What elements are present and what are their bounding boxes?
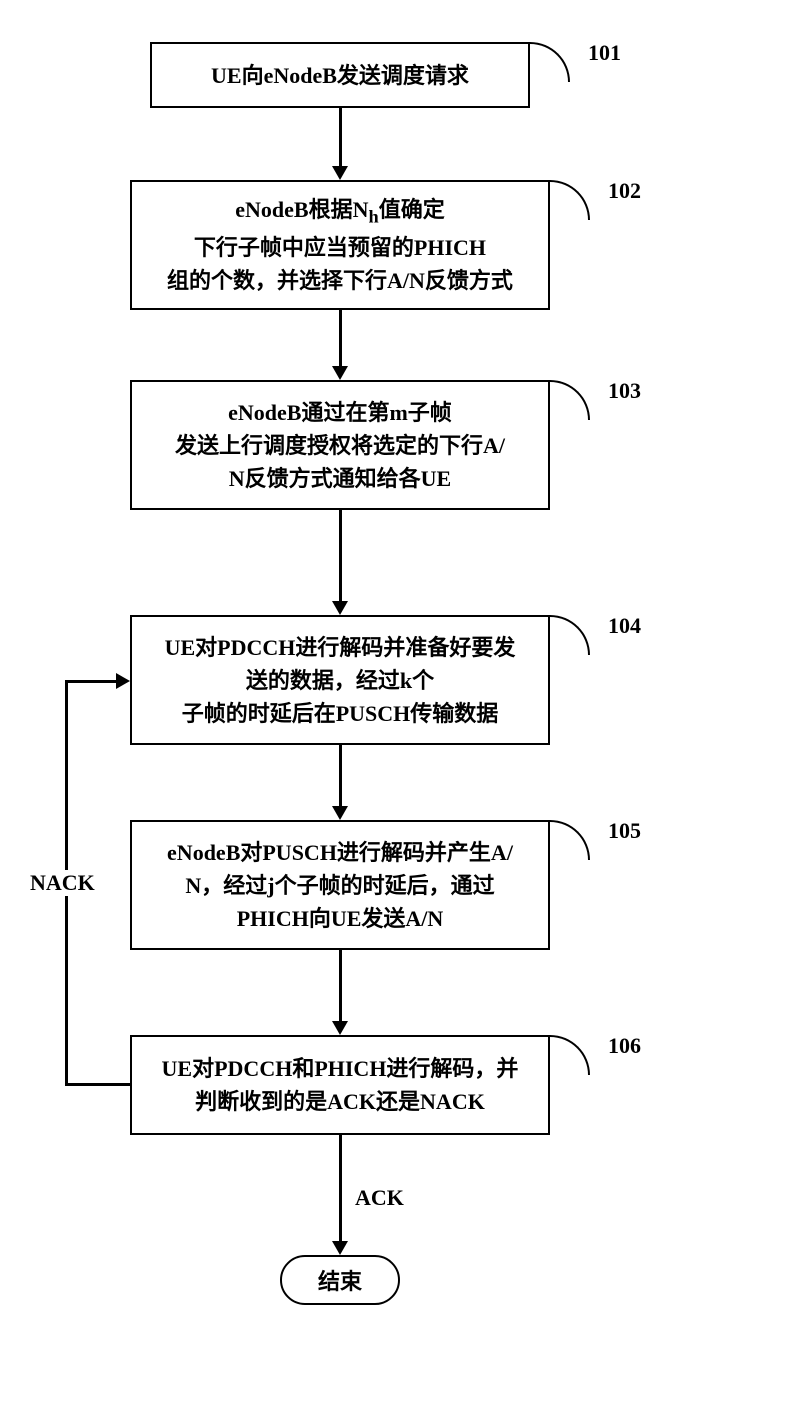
step-text: UE对PDCCH进行解码并准备好要发送的数据，经过k个子帧的时延后在PUSCH传… — [165, 631, 516, 730]
step-text: eNodeB通过在第m子帧发送上行调度授权将选定的下行A/N反馈方式通知给各UE — [175, 396, 505, 495]
label-connector — [530, 42, 570, 82]
label-connector — [550, 1035, 590, 1075]
arrow-line — [339, 510, 342, 601]
arrow-line — [339, 745, 342, 806]
loopback-line — [65, 680, 116, 683]
arrow-head-right — [116, 673, 130, 689]
step-label-103: 103 — [608, 378, 641, 404]
label-connector — [550, 820, 590, 860]
process-step-103: eNodeB通过在第m子帧发送上行调度授权将选定的下行A/N反馈方式通知给各UE — [130, 380, 550, 510]
arrow-head-down — [332, 1021, 348, 1035]
step-text: eNodeB对PUSCH进行解码并产生A/N，经过j个子帧的时延后，通过PHIC… — [167, 836, 513, 935]
step-label-104: 104 — [608, 613, 641, 639]
arrow-line — [339, 108, 342, 166]
arrow-head-down — [332, 366, 348, 380]
arrow-head-down — [332, 166, 348, 180]
terminator-end: 结束 — [280, 1255, 400, 1305]
terminator-text: 结束 — [318, 1264, 362, 1296]
arrow-line — [339, 950, 342, 1021]
arrow-head-down — [332, 806, 348, 820]
step-text: UE对PDCCH和PHICH进行解码，并判断收到的是ACK还是NACK — [162, 1052, 519, 1118]
arrow-line — [339, 1135, 342, 1241]
process-step-106: UE对PDCCH和PHICH进行解码，并判断收到的是ACK还是NACK — [130, 1035, 550, 1135]
step-text: eNodeB根据Nh值确定下行子帧中应当预留的PHICH组的个数，并选择下行A/… — [167, 193, 513, 297]
step-label-105: 105 — [608, 818, 641, 844]
step-text: UE向eNodeB发送调度请求 — [211, 59, 469, 92]
label-connector — [550, 180, 590, 220]
process-step-101: UE向eNodeB发送调度请求 — [150, 42, 530, 108]
step-label-106: 106 — [608, 1033, 641, 1059]
arrow-head-down — [332, 601, 348, 615]
label-connector — [550, 615, 590, 655]
process-step-105: eNodeB对PUSCH进行解码并产生A/N，经过j个子帧的时延后，通过PHIC… — [130, 820, 550, 950]
flowchart-container: UE向eNodeB发送调度请求 101 eNodeB根据Nh值确定下行子帧中应当… — [0, 0, 800, 1417]
step-label-102: 102 — [608, 178, 641, 204]
edge-label-ack: ACK — [355, 1185, 404, 1211]
edge-label-nack: NACK — [30, 870, 95, 896]
process-step-102: eNodeB根据Nh值确定下行子帧中应当预留的PHICH组的个数，并选择下行A/… — [130, 180, 550, 310]
arrow-line — [339, 310, 342, 366]
label-connector — [550, 380, 590, 420]
loopback-line — [65, 1083, 130, 1086]
process-step-104: UE对PDCCH进行解码并准备好要发送的数据，经过k个子帧的时延后在PUSCH传… — [130, 615, 550, 745]
arrow-head-down — [332, 1241, 348, 1255]
step-label-101: 101 — [588, 40, 621, 66]
